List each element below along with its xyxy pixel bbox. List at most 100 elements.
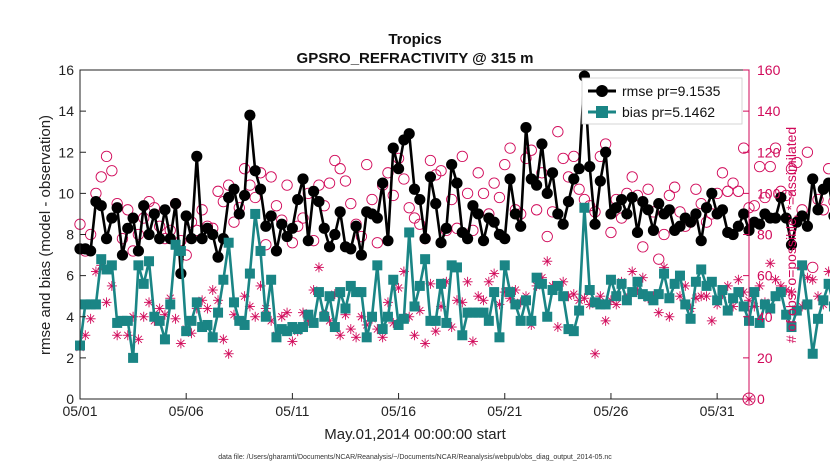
- legend-bias-marker: [596, 106, 608, 118]
- data-file-footnote: data file: /Users/gharamti/Documents/NCA…: [218, 454, 612, 461]
- bias-point: [685, 313, 696, 324]
- rmse-point: [600, 146, 612, 158]
- obs-possible-point: [472, 167, 484, 179]
- bias-point: [669, 278, 680, 289]
- bias-series: [75, 202, 830, 363]
- rmse-point: [706, 187, 718, 199]
- rmse-point: [531, 179, 543, 191]
- obs-possible-point: [403, 202, 415, 214]
- bias-point: [213, 307, 224, 318]
- rmse-point: [228, 183, 240, 195]
- bias-point: [361, 332, 372, 343]
- rmse-point: [589, 218, 601, 230]
- obs-assimilated-point: [138, 311, 149, 322]
- bias-point: [536, 278, 547, 289]
- obs-assimilated-point: [462, 276, 473, 287]
- obs-possible-point: [488, 177, 500, 189]
- obs-possible-point: [541, 230, 553, 243]
- rmse-point: [329, 228, 341, 241]
- rmse-point: [775, 191, 787, 204]
- obs-assimilated-point: [542, 256, 553, 267]
- rmse-point: [653, 198, 665, 210]
- bias-point: [574, 305, 585, 316]
- obs-possible-point: [658, 228, 670, 241]
- rmse-point: [663, 204, 675, 216]
- bias-point: [186, 315, 197, 326]
- chart-title: Tropics: [388, 31, 441, 48]
- obs-possible-point: [446, 193, 458, 206]
- bias-point: [759, 299, 770, 310]
- obs-assimilated-point: [287, 336, 298, 347]
- bias-point: [653, 289, 664, 300]
- bias-point: [807, 348, 818, 359]
- obs-possible-point: [525, 144, 537, 156]
- bias-point: [96, 254, 107, 265]
- obs-assimilated-point: [653, 307, 664, 318]
- bias-point: [324, 291, 335, 302]
- rmse-point: [143, 228, 155, 241]
- rmse-point: [281, 230, 293, 243]
- rmse-point: [754, 218, 766, 230]
- obs-assimilated-point: [478, 295, 489, 306]
- obs-possible-point: [732, 185, 745, 197]
- rmse-point: [207, 228, 219, 241]
- bias-point: [244, 268, 255, 279]
- obs-assimilated-point: [467, 336, 478, 347]
- obs-assimilated-point: [786, 287, 797, 298]
- rmse-point: [700, 202, 713, 214]
- bias-point: [255, 245, 266, 256]
- rmse-point: [477, 235, 490, 247]
- bias-point: [154, 315, 165, 326]
- bias-point: [80, 299, 91, 310]
- bias-point: [303, 309, 314, 320]
- bias-point: [351, 287, 362, 298]
- bias-point: [207, 332, 218, 343]
- bias-point: [552, 280, 563, 291]
- obs-assimilated-point: [80, 330, 91, 341]
- bias-point: [398, 313, 409, 324]
- rmse-point: [769, 212, 782, 224]
- rmse-point: [674, 220, 686, 232]
- obs-possible-point: [461, 187, 474, 200]
- x-tick-label: 05/01: [62, 403, 97, 419]
- rmse-point: [515, 220, 527, 232]
- bias-point: [813, 313, 824, 324]
- obs-possible-point: [828, 197, 830, 206]
- y-tick-label: 8: [66, 227, 74, 243]
- bias-point: [749, 287, 760, 298]
- bias-point: [175, 245, 186, 256]
- x-axis-label: May.01,2014 00:00:00 start: [324, 426, 506, 443]
- rmse-point: [807, 173, 819, 185]
- rmse-point: [260, 220, 272, 232]
- obs-assimilated-point: [770, 274, 781, 285]
- obs-possible-point: [557, 152, 569, 165]
- rmse-point: [451, 177, 463, 189]
- obs-possible-point: [530, 204, 543, 216]
- bias-point: [781, 309, 792, 320]
- rmse-point: [499, 233, 511, 245]
- rmse-point: [403, 128, 415, 140]
- y-right-tick-label: 20: [757, 350, 773, 366]
- rmse-point: [430, 198, 442, 210]
- y-tick-label: 12: [58, 144, 74, 160]
- rmse-point: [95, 200, 107, 212]
- bias-point: [436, 278, 447, 289]
- bias-point: [112, 317, 123, 328]
- rmse-point: [387, 142, 399, 154]
- rmse-point: [132, 245, 145, 257]
- rmse-point: [738, 208, 750, 220]
- obs-possible-point: [387, 189, 399, 202]
- rmse-point: [180, 210, 192, 222]
- bias-point: [478, 307, 489, 318]
- bias-point: [457, 330, 468, 341]
- obs-assimilated-point: [823, 266, 830, 277]
- obs-possible-point: [520, 152, 532, 165]
- obs-possible-point: [339, 175, 352, 187]
- rmse-point: [212, 251, 224, 263]
- rmse-point: [148, 208, 160, 220]
- rmse-point: [196, 233, 208, 245]
- rmse-point: [355, 249, 368, 261]
- bias-point: [637, 289, 648, 300]
- rmse-point: [233, 208, 245, 220]
- rmse-point: [716, 204, 729, 216]
